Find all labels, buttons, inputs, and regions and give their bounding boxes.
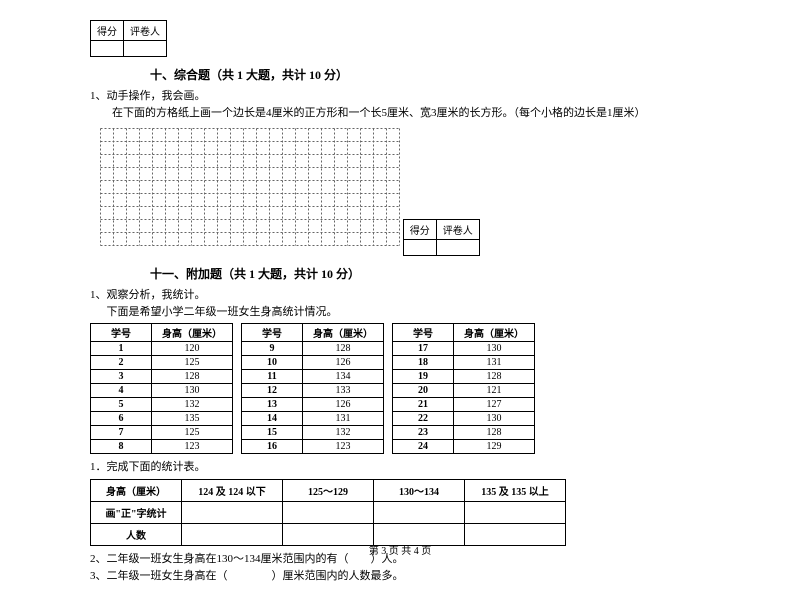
data-cell: 8 (91, 439, 152, 453)
height-subtable: 学号身高（厘米）11202125312841305132613571258123 (90, 323, 233, 454)
stats-col-header: 124 及 124 以下 (182, 479, 283, 501)
data-cell: 1 (91, 341, 152, 355)
q1-line1: 1、动手操作，我会画。 (90, 89, 710, 104)
data-cell: 131 (303, 411, 384, 425)
data-cell: 130 (454, 341, 535, 355)
score-box: 得分 评卷人 (90, 20, 167, 57)
col-header: 身高（厘米） (454, 323, 535, 341)
data-cell: 24 (393, 439, 454, 453)
data-cell: 128 (152, 369, 233, 383)
section-10-title: 十、综合题（共 1 大题，共计 10 分） (150, 66, 710, 83)
data-cell: 121 (454, 383, 535, 397)
data-cell: 128 (454, 369, 535, 383)
data-cell: 120 (152, 341, 233, 355)
tally-cell[interactable] (283, 501, 374, 523)
q3-text: 3、二年级一班女生身高在（ ）厘米范围内的人数最多。 (90, 569, 710, 584)
data-cell: 128 (454, 425, 535, 439)
data-cell: 132 (303, 425, 384, 439)
data-cell: 19 (393, 369, 454, 383)
data-cell: 22 (393, 411, 454, 425)
data-cell: 4 (91, 383, 152, 397)
data-cell: 125 (152, 355, 233, 369)
data-cell: 13 (242, 397, 303, 411)
data-cell: 128 (303, 341, 384, 355)
data-cell: 18 (393, 355, 454, 369)
data-cell: 125 (152, 425, 233, 439)
q11-line2: 下面是希望小学二年级一班女生身高统计情况。 (90, 305, 710, 320)
data-cell: 130 (152, 383, 233, 397)
height-subtable: 学号身高（厘米）17130181311912820121211272213023… (392, 323, 535, 454)
col-header: 身高（厘米） (152, 323, 233, 341)
col-header: 学号 (91, 323, 152, 341)
stats-col-header: 125～129 (283, 479, 374, 501)
page-footer: 第 3 页 共 4 页 (0, 542, 800, 557)
data-cell: 133 (303, 383, 384, 397)
score-box-2: 得分 评卷人 (403, 219, 480, 256)
data-cell: 5 (91, 397, 152, 411)
data-cell: 9 (242, 341, 303, 355)
score-label: 得分 (91, 21, 124, 41)
height-data-tables: 学号身高（厘米）11202125312841305132613571258123… (90, 323, 710, 454)
col-header: 学号 (242, 323, 303, 341)
data-cell: 132 (152, 397, 233, 411)
grader-label-2: 评卷人 (436, 219, 479, 239)
score-label-2: 得分 (403, 219, 436, 239)
data-cell: 16 (242, 439, 303, 453)
data-cell: 14 (242, 411, 303, 425)
stats-table: 身高（厘米）124 及 124 以下125～129130～134135 及 13… (90, 479, 566, 546)
data-cell: 2 (91, 355, 152, 369)
data-cell: 123 (152, 439, 233, 453)
data-cell: 130 (454, 411, 535, 425)
section-11-title: 十一、附加题（共 1 大题，共计 10 分） (150, 265, 710, 282)
data-cell: 123 (303, 439, 384, 453)
data-cell: 126 (303, 355, 384, 369)
col-header: 学号 (393, 323, 454, 341)
stats-col-header: 130～134 (374, 479, 465, 501)
data-cell: 12 (242, 383, 303, 397)
col-header: 身高（厘米） (303, 323, 384, 341)
q11-line1: 1、观察分析，我统计。 (90, 288, 710, 303)
stats-row-label: 画"正"字统计 (91, 501, 182, 523)
tally-cell[interactable] (374, 501, 465, 523)
stats-col-header: 135 及 135 以上 (465, 479, 566, 501)
data-cell: 7 (91, 425, 152, 439)
data-cell: 11 (242, 369, 303, 383)
data-cell: 6 (91, 411, 152, 425)
data-cell: 15 (242, 425, 303, 439)
height-subtable: 学号身高（厘米）91281012611134121331312614131151… (241, 323, 384, 454)
data-cell: 20 (393, 383, 454, 397)
data-cell: 126 (303, 397, 384, 411)
data-cell: 129 (454, 439, 535, 453)
tally-cell[interactable] (182, 501, 283, 523)
data-cell: 134 (303, 369, 384, 383)
data-cell: 3 (91, 369, 152, 383)
data-cell: 10 (242, 355, 303, 369)
stats-row-label: 身高（厘米） (91, 479, 182, 501)
data-cell: 21 (393, 397, 454, 411)
data-cell: 127 (454, 397, 535, 411)
tally-cell[interactable] (465, 501, 566, 523)
grader-label: 评卷人 (124, 21, 167, 41)
drawing-grid (100, 128, 400, 246)
stats-prompt: 1．完成下面的统计表。 (90, 460, 710, 475)
q1-line2: 在下面的方格纸上画一个边长是4厘米的正方形和一个长5厘米、宽3厘米的长方形。（每… (90, 106, 710, 121)
data-cell: 131 (454, 355, 535, 369)
data-cell: 135 (152, 411, 233, 425)
data-cell: 17 (393, 341, 454, 355)
data-cell: 23 (393, 425, 454, 439)
